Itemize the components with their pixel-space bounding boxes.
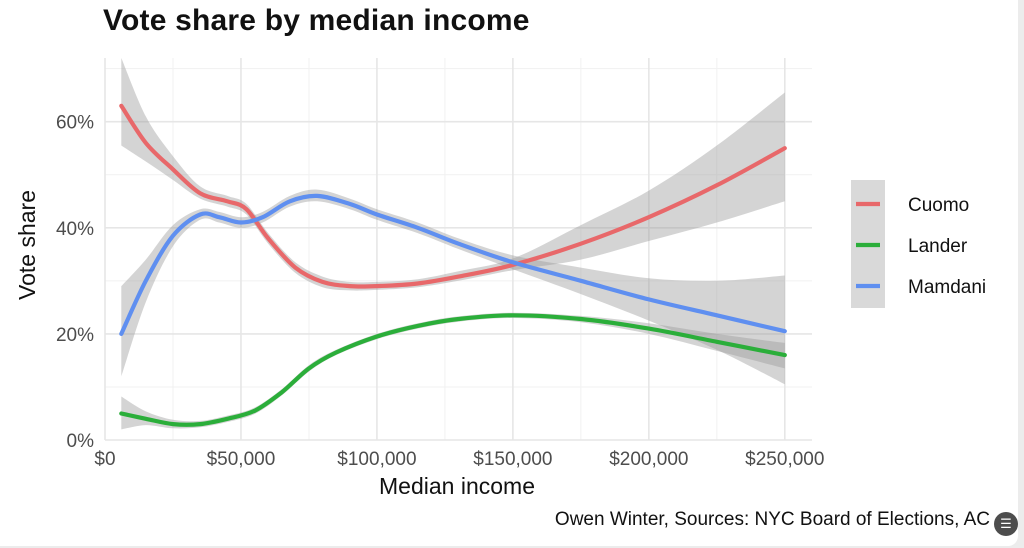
x-tick-label: $250,000 xyxy=(745,449,824,470)
grid xyxy=(104,58,812,441)
y-tick-label: 40% xyxy=(56,219,94,240)
series-line-cuomo xyxy=(119,103,787,289)
overlay-icon[interactable]: ☰ xyxy=(994,512,1018,536)
x-axis-title: Median income xyxy=(379,473,535,499)
y-axis-title: Vote share xyxy=(14,190,40,300)
series-line-mamdani xyxy=(119,193,787,336)
y-tick-label: 20% xyxy=(56,325,94,346)
x-tick-label: $50,000 xyxy=(207,449,276,470)
confidence-band-mamdani xyxy=(121,189,785,385)
legend-label-mamdani: Mamdani xyxy=(908,277,986,298)
caption: Owen Winter, Sources: NYC Board of Elect… xyxy=(554,509,990,530)
x-tick-label: $150,000 xyxy=(473,449,552,470)
confidence-band-cuomo xyxy=(121,58,785,291)
x-tick-label: $0 xyxy=(94,449,115,470)
x-tick-label: $200,000 xyxy=(609,449,688,470)
series-lines xyxy=(119,103,787,427)
series-line-lander xyxy=(119,313,787,427)
legend-label-lander: Lander xyxy=(908,236,968,257)
legend-label-cuomo: Cuomo xyxy=(908,195,969,216)
x-tick-label: $100,000 xyxy=(337,449,416,470)
y-tick-label: 0% xyxy=(67,431,95,452)
legend: Cuomo Lander Mamdani xyxy=(851,180,986,308)
axis-ticks: $0 $50,000 $100,000 $150,000 $200,000 $250,00… xyxy=(56,113,824,470)
chart-title: Vote share by median income xyxy=(103,4,530,37)
confidence-bands xyxy=(121,58,785,430)
y-tick-label: 60% xyxy=(56,113,94,134)
